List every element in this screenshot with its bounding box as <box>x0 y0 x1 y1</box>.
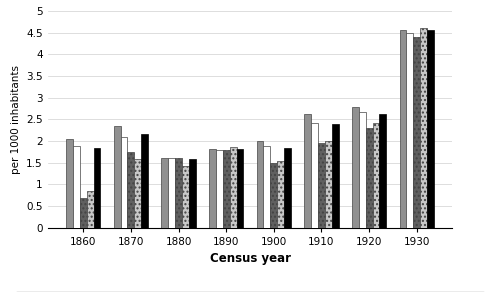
Bar <box>236 149 244 228</box>
Bar <box>168 158 175 228</box>
Bar <box>256 141 264 228</box>
Bar <box>406 33 414 228</box>
Bar <box>380 114 386 228</box>
Bar <box>216 150 222 228</box>
Bar <box>264 146 270 228</box>
Bar <box>175 158 182 228</box>
Bar <box>420 28 427 228</box>
Bar <box>278 161 284 228</box>
Bar <box>230 147 236 228</box>
Bar <box>134 159 141 228</box>
Bar <box>128 152 134 228</box>
Bar <box>284 147 291 228</box>
Bar <box>94 147 100 228</box>
Bar <box>162 157 168 228</box>
Bar <box>427 30 434 228</box>
Y-axis label: per 1000 inhabitants: per 1000 inhabitants <box>10 65 20 174</box>
Bar <box>304 114 311 228</box>
Bar <box>359 112 366 228</box>
Bar <box>325 141 332 228</box>
Bar <box>414 37 420 228</box>
Bar <box>366 128 372 228</box>
Bar <box>120 137 128 228</box>
Bar <box>114 126 120 228</box>
Bar <box>352 107 359 228</box>
Bar <box>209 149 216 228</box>
Bar <box>189 159 196 228</box>
Bar <box>318 143 325 228</box>
Bar <box>332 124 338 228</box>
Bar <box>73 146 80 228</box>
Bar <box>141 134 148 228</box>
Bar <box>222 150 230 228</box>
Bar <box>66 139 73 228</box>
Bar <box>86 191 94 228</box>
Bar <box>80 198 86 228</box>
Bar <box>270 163 278 228</box>
Bar <box>311 123 318 228</box>
Bar <box>400 30 406 228</box>
Bar <box>182 166 189 228</box>
X-axis label: Census year: Census year <box>210 252 290 265</box>
Bar <box>372 123 380 228</box>
